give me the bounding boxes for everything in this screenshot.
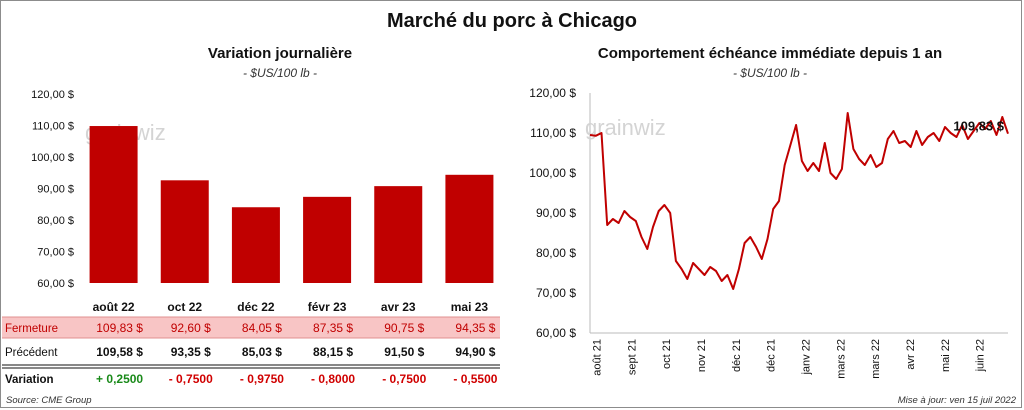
right-x-tick-label: mai 22: [940, 339, 952, 372]
table-cell: - 0,5500: [453, 372, 497, 386]
right-y-tick-label: 120,00 $: [529, 86, 576, 100]
left-y-tick-label: 70,00 $: [37, 247, 74, 259]
last-price-label: 109,83 $: [953, 119, 1004, 134]
source-note: Source: CME Group: [6, 395, 92, 406]
right-x-tick-label: août 21: [592, 339, 604, 376]
right-x-tick-label: déc 21: [766, 339, 778, 372]
bar: [231, 207, 280, 283]
table-cell: 91,50 $: [384, 345, 424, 359]
right-chart-title: Comportement échéance immédiate depuis 1…: [597, 45, 943, 62]
bar: [445, 174, 494, 283]
right-x-tick-label: sept 21: [626, 339, 638, 375]
bar: [89, 126, 138, 284]
table-row-label: Précédent: [5, 347, 58, 359]
right-x-tick-label: nov 21: [696, 339, 708, 372]
right-y-tick-label: 60,00 $: [536, 326, 576, 340]
table-cell: - 0,9750: [240, 372, 284, 386]
right-y-tick-label: 110,00 $: [530, 126, 576, 140]
left-x-tick-label: févr 23: [308, 300, 347, 314]
bar: [303, 196, 352, 283]
right-x-tick-label: juin 22: [975, 339, 987, 372]
table-cell: 109,58 $: [96, 345, 143, 359]
table-cell: 109,83 $: [96, 321, 143, 335]
right-watermark: grainwiz: [585, 115, 666, 140]
right-x-tick-label: oct 21: [661, 339, 673, 369]
page-title: Marché du porc à Chicago: [386, 10, 638, 32]
table-cell: - 0,7500: [382, 372, 426, 386]
left-x-tick-label: mai 23: [451, 300, 489, 314]
left-y-tick-label: 100,00 $: [31, 152, 74, 164]
table-cell: 87,35 $: [313, 321, 353, 335]
left-x-tick-label: déc 22: [237, 300, 275, 314]
right-x-tick-label: janv 22: [801, 339, 813, 375]
table-row-label: Fermeture: [5, 323, 58, 335]
right-chart-unit: - $US/100 lb -: [732, 66, 808, 80]
left-x-tick-label: août 22: [93, 300, 135, 314]
table-cell: 88,15 $: [313, 345, 353, 359]
left-y-tick-label: 110,00 $: [32, 121, 74, 133]
table-cell: 94,35 $: [455, 321, 495, 335]
table-cell: 93,35 $: [171, 345, 211, 359]
right-y-tick-label: 80,00 $: [536, 246, 576, 260]
right-x-tick-label: avr 22: [905, 339, 917, 370]
table-cell: + 0,2500: [96, 372, 143, 386]
table-row-label: Variation: [5, 374, 54, 386]
table-cell: 85,03 $: [242, 345, 282, 359]
right-y-tick-label: 70,00 $: [536, 286, 576, 300]
table-cell: 84,05 $: [242, 321, 282, 335]
left-y-tick-label: 90,00 $: [37, 184, 74, 196]
bar: [374, 186, 423, 283]
left-chart-unit: - $US/100 lb -: [242, 66, 318, 80]
table-cell: 94,90 $: [455, 345, 495, 359]
right-x-tick-label: déc 21: [731, 339, 743, 372]
table-cell: 90,75 $: [384, 321, 424, 335]
left-chart-title: Variation journalière: [207, 45, 353, 62]
left-x-tick-label: avr 23: [381, 300, 416, 314]
left-y-tick-label: 80,00 $: [37, 215, 74, 227]
right-x-tick-label: mars 22: [835, 339, 847, 379]
table-cell: - 0,7500: [169, 372, 213, 386]
update-note: Mise à jour: ven 15 juil 2022: [897, 395, 1016, 406]
left-x-tick-label: oct 22: [167, 300, 202, 314]
table-cell: - 0,8000: [311, 372, 355, 386]
bar: [160, 180, 209, 283]
right-y-tick-label: 100,00 $: [529, 166, 576, 180]
price-line: [589, 112, 1009, 290]
closing-row-highlight: [2, 317, 500, 338]
left-y-tick-label: 60,00 $: [37, 278, 74, 290]
left-y-tick-label: 120,00 $: [31, 89, 74, 101]
table-cell: 92,60 $: [171, 321, 211, 335]
right-x-tick-label: mars 22: [870, 339, 882, 379]
right-y-tick-label: 90,00 $: [536, 206, 576, 220]
